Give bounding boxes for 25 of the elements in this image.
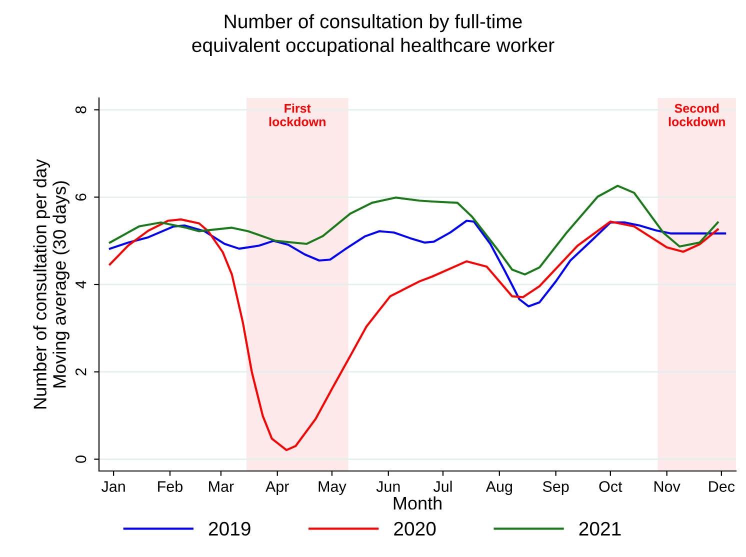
x-tick-label: Apr (266, 481, 289, 495)
y-axis-title: Number of consultation per day Moving average (30 days) (33, 159, 70, 408)
legend-label: 2019 (208, 522, 250, 536)
band-label: Second lockdown (668, 104, 725, 126)
x-tick-label: Feb (158, 480, 183, 492)
y-tick-label: 0 (75, 456, 86, 463)
x-tick-label: Jul (433, 480, 452, 492)
y-tick-label: 6 (75, 194, 86, 201)
x-tick-label: May (318, 481, 346, 495)
y-tick-label: 8 (75, 106, 86, 114)
x-tick-label: Jun (376, 481, 400, 492)
y-tick-label: 2 (75, 368, 86, 376)
legend-label: 2020 (394, 522, 436, 536)
chart-title: Number of consultation by full-time equivalent occupational healthcare worker (192, 14, 554, 56)
x-tick-label: Nov (654, 481, 680, 492)
x-axis-title: Month (394, 496, 442, 510)
x-tick-label: Dec (709, 481, 735, 492)
x-tick-label: Mar (209, 481, 234, 492)
x-tick-label: Aug (486, 481, 512, 495)
x-tick-label: Jan (101, 481, 125, 492)
band-label: First lockdown (269, 104, 326, 126)
legend-label: 2021 (579, 522, 621, 536)
x-tick-label: Sep (542, 481, 569, 495)
x-tick-label: Oct (599, 481, 622, 492)
y-tick-label: 4 (76, 280, 86, 288)
